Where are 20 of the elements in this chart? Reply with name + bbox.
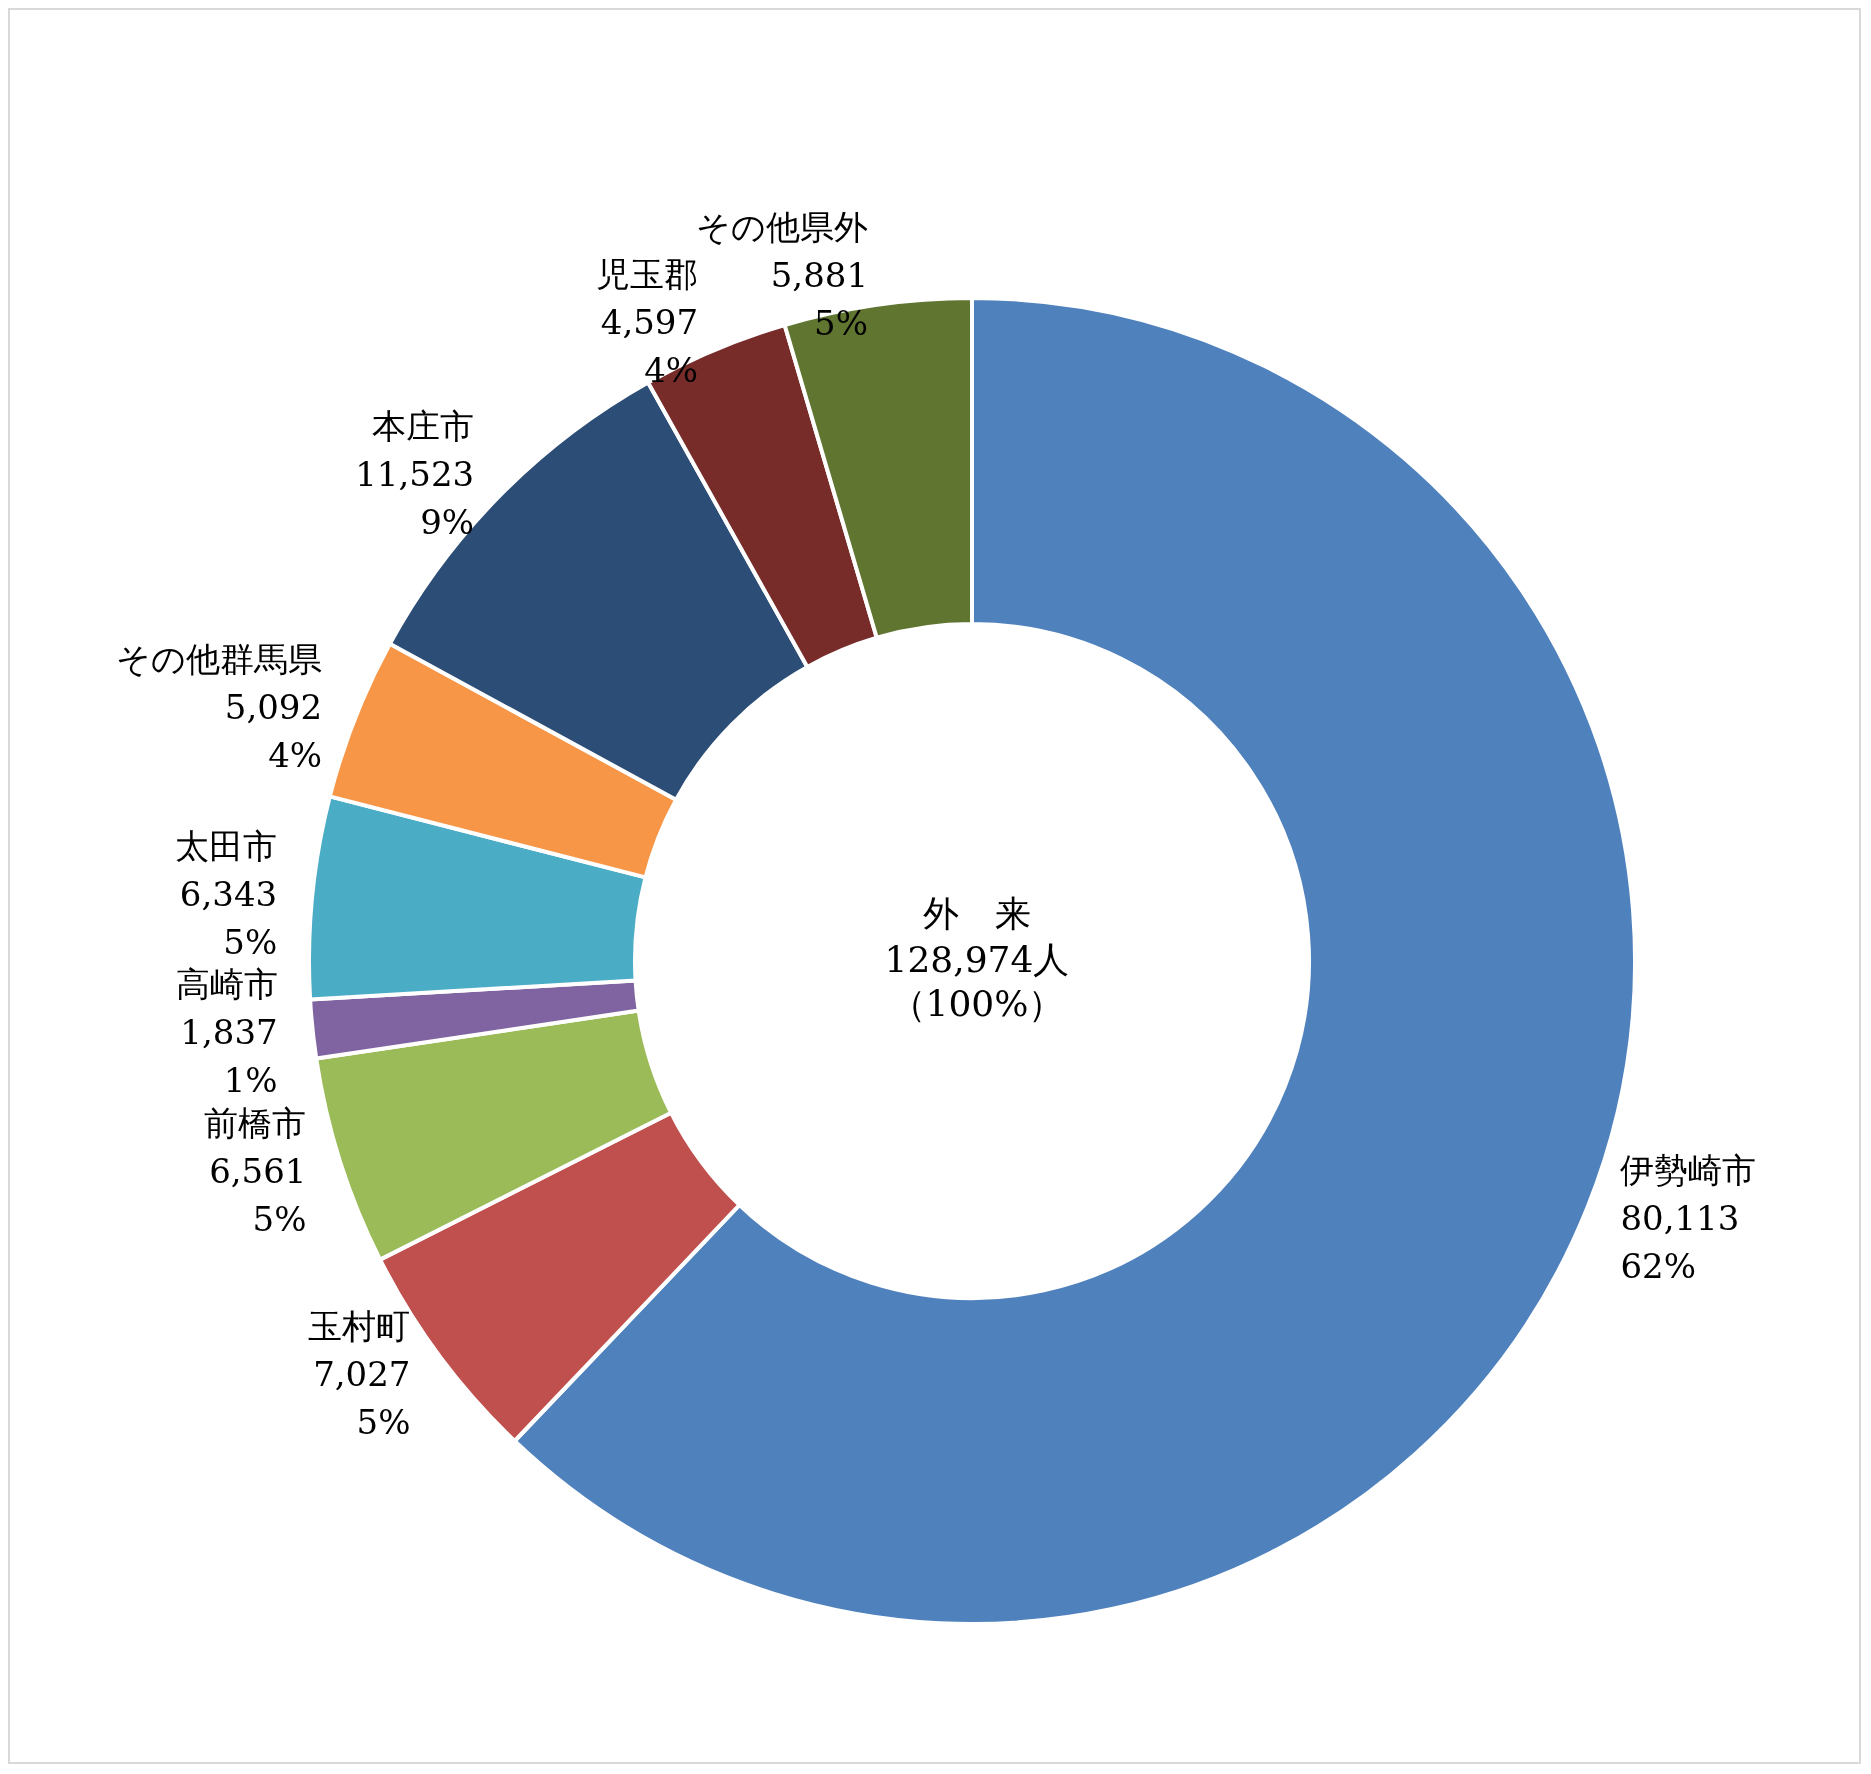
slice-label: 前橋市 (204, 1102, 307, 1143)
text: 外 来 (923, 892, 1031, 934)
data-label: 6,561 5% (209, 1150, 307, 1239)
text: 128,974人 (884, 938, 1070, 980)
slice-label: 玉村町 (308, 1305, 411, 1346)
slice-label: 本庄市 (372, 405, 475, 446)
data-label: 5,881 5% (770, 255, 869, 344)
data-label: 7,027 5% (313, 1353, 411, 1442)
slice-label: その他県外 (696, 207, 869, 248)
data-label: 5,092 4% (224, 687, 323, 776)
slice-label: 伊勢崎市 (1620, 1150, 1757, 1191)
data-label: 11,523 9% (355, 453, 475, 542)
data-label: 1,837 1% (180, 1012, 278, 1101)
slice-label: 児玉郡 (596, 254, 699, 295)
slice-label: その他群馬県 (116, 639, 323, 680)
data-label: 80,113 62% (1620, 1198, 1740, 1287)
data-label: 6,343 5% (179, 874, 278, 963)
slice-label: 太田市 (175, 826, 278, 867)
text: （100%） (889, 982, 1065, 1024)
slice-label: 高崎市 (175, 964, 278, 1005)
